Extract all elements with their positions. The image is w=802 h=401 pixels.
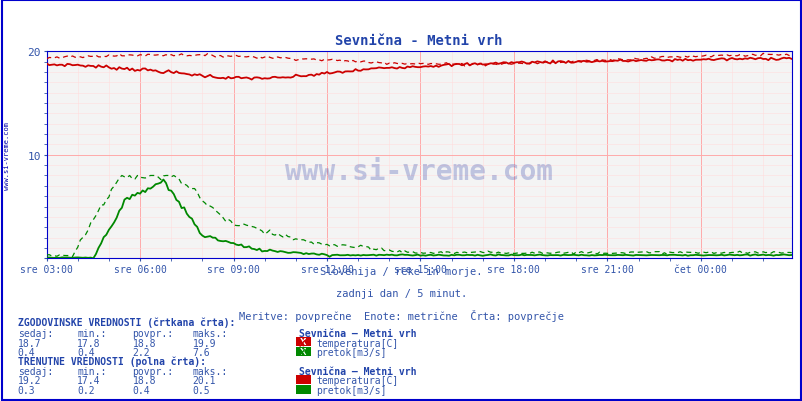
Text: min.:: min.: xyxy=(77,328,107,338)
Text: Sevnična – Metni vrh: Sevnična – Metni vrh xyxy=(298,328,415,338)
Text: 0.5: 0.5 xyxy=(192,385,210,395)
Text: 0.2: 0.2 xyxy=(77,385,95,395)
Text: Slovenija / reke in morje.: Slovenija / reke in morje. xyxy=(320,267,482,277)
Text: www.si-vreme.com: www.si-vreme.com xyxy=(285,158,553,186)
Text: temperatura[C]: temperatura[C] xyxy=(316,338,398,348)
Text: pretok[m3/s]: pretok[m3/s] xyxy=(316,347,387,357)
Text: TRENUTNE VREDNOSTI (polna črta):: TRENUTNE VREDNOSTI (polna črta): xyxy=(18,356,205,366)
Text: www.si-vreme.com: www.si-vreme.com xyxy=(4,122,10,189)
Text: 18.8: 18.8 xyxy=(132,375,156,385)
Text: 7.6: 7.6 xyxy=(192,347,210,357)
Text: X: X xyxy=(300,347,306,356)
Text: 0.3: 0.3 xyxy=(18,385,35,395)
Text: povpr.:: povpr.: xyxy=(132,328,173,338)
Text: ZGODOVINSKE VREDNOSTI (črtkana črta):: ZGODOVINSKE VREDNOSTI (črtkana črta): xyxy=(18,317,235,328)
Text: pretok[m3/s]: pretok[m3/s] xyxy=(316,385,387,395)
Text: maks.:: maks.: xyxy=(192,328,228,338)
Text: ✘: ✘ xyxy=(298,347,305,357)
Text: 18.7: 18.7 xyxy=(18,338,41,348)
Text: 0.4: 0.4 xyxy=(18,347,35,357)
Text: maks.:: maks.: xyxy=(192,366,228,376)
Text: Sevnična – Metni vrh: Sevnična – Metni vrh xyxy=(298,366,415,376)
Text: Meritve: povprečne  Enote: metrične  Črta: povprečje: Meritve: povprečne Enote: metrične Črta:… xyxy=(239,309,563,321)
Text: 0.4: 0.4 xyxy=(132,385,150,395)
Text: 18.8: 18.8 xyxy=(132,338,156,348)
Text: 17.4: 17.4 xyxy=(77,375,100,385)
Text: temperatura[C]: temperatura[C] xyxy=(316,375,398,385)
Text: zadnji dan / 5 minut.: zadnji dan / 5 minut. xyxy=(335,289,467,299)
Text: 0.4: 0.4 xyxy=(77,347,95,357)
Text: sedaj:: sedaj: xyxy=(18,366,53,376)
Text: 19.2: 19.2 xyxy=(18,375,41,385)
Text: 2.2: 2.2 xyxy=(132,347,150,357)
Text: 19.9: 19.9 xyxy=(192,338,216,348)
Text: 17.8: 17.8 xyxy=(77,338,100,348)
Text: sedaj:: sedaj: xyxy=(18,328,53,338)
Text: min.:: min.: xyxy=(77,366,107,376)
Title: Sevnična - Metni vrh: Sevnična - Metni vrh xyxy=(335,34,502,48)
Text: X: X xyxy=(300,338,306,346)
Text: povpr.:: povpr.: xyxy=(132,366,173,376)
Text: ✘: ✘ xyxy=(298,338,305,348)
Text: 20.1: 20.1 xyxy=(192,375,216,385)
